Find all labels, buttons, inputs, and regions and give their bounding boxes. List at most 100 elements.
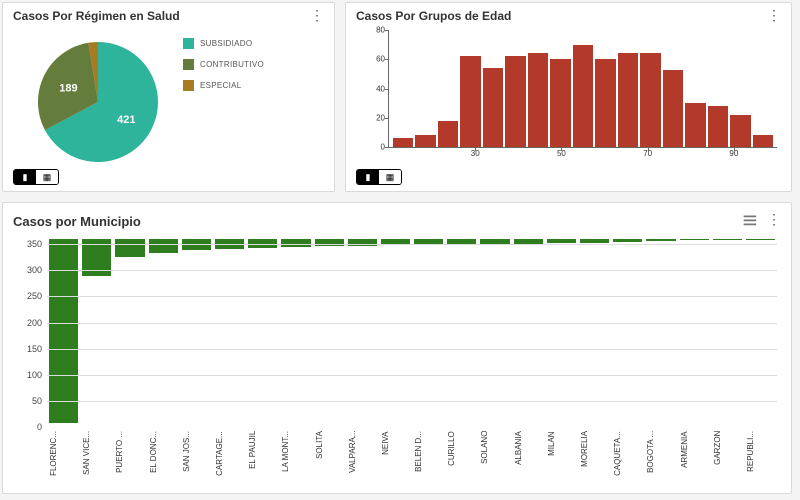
x-tick-mark bbox=[475, 147, 476, 151]
x-label: LA MONT... bbox=[281, 431, 310, 476]
bar-column bbox=[82, 239, 111, 427]
mun-bar bbox=[547, 239, 576, 243]
bar-column bbox=[514, 239, 543, 427]
y-tick: 150 bbox=[27, 344, 47, 354]
more-icon[interactable]: ⋮ bbox=[767, 211, 781, 231]
municipio-bars bbox=[47, 239, 777, 427]
hist-bar bbox=[640, 53, 660, 147]
mun-bar bbox=[115, 239, 144, 257]
card-header: Casos por Municipio ☰ ⋮ bbox=[3, 203, 791, 231]
card-actions: ⋮ bbox=[767, 7, 781, 24]
view-toggle[interactable]: ▮ ▦ bbox=[13, 169, 59, 185]
card-title: Casos Por Grupos de Edad bbox=[356, 9, 511, 23]
bar-column bbox=[149, 239, 178, 427]
view-toggle[interactable]: ▮ ▦ bbox=[356, 169, 402, 185]
mun-bar bbox=[680, 239, 709, 240]
municipio-card: Casos por Municipio ☰ ⋮ 0501001502002503… bbox=[2, 202, 792, 494]
bar-column bbox=[746, 239, 775, 427]
x-label: FLORENC... bbox=[49, 431, 78, 476]
bar-column bbox=[580, 239, 609, 427]
mun-bar bbox=[580, 239, 609, 243]
histogram-bars bbox=[389, 30, 777, 147]
bar-column bbox=[613, 239, 642, 427]
bar-column bbox=[547, 239, 576, 427]
histogram-area: 02040608030507090 bbox=[346, 30, 791, 148]
y-tick: 300 bbox=[27, 265, 47, 275]
hist-bar bbox=[730, 115, 750, 147]
x-label: PUERTO ... bbox=[115, 431, 144, 476]
legend-item: SUBSIDIADO bbox=[183, 38, 324, 49]
card-title: Casos Por Régimen en Salud bbox=[13, 9, 180, 23]
y-tick: 50 bbox=[32, 396, 47, 406]
bar-column bbox=[480, 239, 509, 427]
grid-line bbox=[47, 375, 777, 376]
view-chart-button[interactable]: ▮ bbox=[357, 170, 379, 184]
pie-legend: SUBSIDIADOCONTRIBUTIVOESPECIAL bbox=[183, 30, 324, 170]
y-tick-mark bbox=[385, 147, 389, 148]
pie-chart: 421189 bbox=[13, 30, 183, 170]
hist-bar bbox=[415, 135, 435, 147]
more-icon[interactable]: ⋮ bbox=[767, 7, 781, 24]
legend-swatch bbox=[183, 59, 194, 70]
y-tick: 200 bbox=[27, 318, 47, 328]
pie-chart-area: 421189 SUBSIDIADOCONTRIBUTIVOESPECIAL bbox=[3, 24, 334, 170]
bar-column bbox=[414, 239, 443, 427]
view-table-button[interactable]: ▦ bbox=[379, 170, 401, 184]
x-label: CARTAGE... bbox=[215, 431, 244, 476]
hist-bar bbox=[550, 59, 570, 147]
mun-bar bbox=[149, 239, 178, 253]
bar-column bbox=[49, 239, 78, 427]
x-label: BOGOTA ... bbox=[646, 431, 675, 476]
grid-line bbox=[47, 296, 777, 297]
y-tick-mark bbox=[385, 89, 389, 90]
x-label: VALPARA... bbox=[348, 431, 377, 476]
hist-bar bbox=[393, 138, 413, 147]
bar-column bbox=[447, 239, 476, 427]
hist-bar bbox=[573, 45, 593, 147]
mun-bar bbox=[746, 239, 775, 240]
x-label: GARZON bbox=[713, 431, 742, 476]
histogram-plot: 02040608030507090 bbox=[388, 30, 777, 148]
regimen-salud-card: Casos Por Régimen en Salud ⋮ 421189 SUBS… bbox=[2, 2, 335, 192]
hist-bar bbox=[595, 59, 615, 147]
bar-column bbox=[248, 239, 277, 427]
bar-column bbox=[713, 239, 742, 427]
mun-bar bbox=[514, 239, 543, 244]
hist-bar bbox=[663, 70, 683, 148]
x-label: SAN JOS... bbox=[182, 431, 211, 476]
card-title: Casos por Municipio bbox=[13, 214, 141, 229]
x-label: REPUBLI... bbox=[746, 431, 775, 476]
grupos-edad-card: Casos Por Grupos de Edad ⋮ 0204060803050… bbox=[345, 2, 792, 192]
hist-bar bbox=[528, 53, 548, 147]
view-chart-button[interactable]: ▮ bbox=[14, 170, 36, 184]
legend-label: SUBSIDIADO bbox=[200, 39, 252, 48]
municipio-x-labels: FLORENC...SAN VICE...PUERTO ...EL DONC..… bbox=[47, 431, 777, 476]
legend-swatch bbox=[183, 80, 194, 91]
legend-label: ESPECIAL bbox=[200, 81, 242, 90]
y-tick: 250 bbox=[27, 291, 47, 301]
x-label: EL DONC... bbox=[149, 431, 178, 476]
filter-icon[interactable]: ☰ bbox=[743, 213, 757, 229]
mun-bar bbox=[646, 239, 675, 241]
card-header: Casos Por Grupos de Edad ⋮ bbox=[346, 3, 791, 24]
x-label: NEIVA bbox=[381, 431, 410, 476]
view-table-button[interactable]: ▦ bbox=[36, 170, 58, 184]
y-tick: 350 bbox=[27, 239, 47, 249]
x-tick-mark bbox=[734, 147, 735, 151]
municipio-chart-area: 050100150200250300350 FLORENC...SAN VICE… bbox=[3, 239, 791, 476]
pie-slice-value: 189 bbox=[59, 82, 77, 94]
grid-line bbox=[47, 323, 777, 324]
hist-bar bbox=[708, 106, 728, 147]
legend-swatch bbox=[183, 38, 194, 49]
mun-bar bbox=[281, 239, 310, 247]
bar-column bbox=[281, 239, 310, 427]
mun-bar bbox=[49, 239, 78, 423]
x-label: SAN VICE... bbox=[82, 431, 111, 476]
bar-column bbox=[315, 239, 344, 427]
bar-column bbox=[680, 239, 709, 427]
hist-bar bbox=[483, 68, 503, 147]
hist-bar bbox=[438, 121, 458, 147]
hist-bar bbox=[460, 56, 480, 147]
hist-bar bbox=[685, 103, 705, 147]
more-icon[interactable]: ⋮ bbox=[310, 7, 324, 24]
